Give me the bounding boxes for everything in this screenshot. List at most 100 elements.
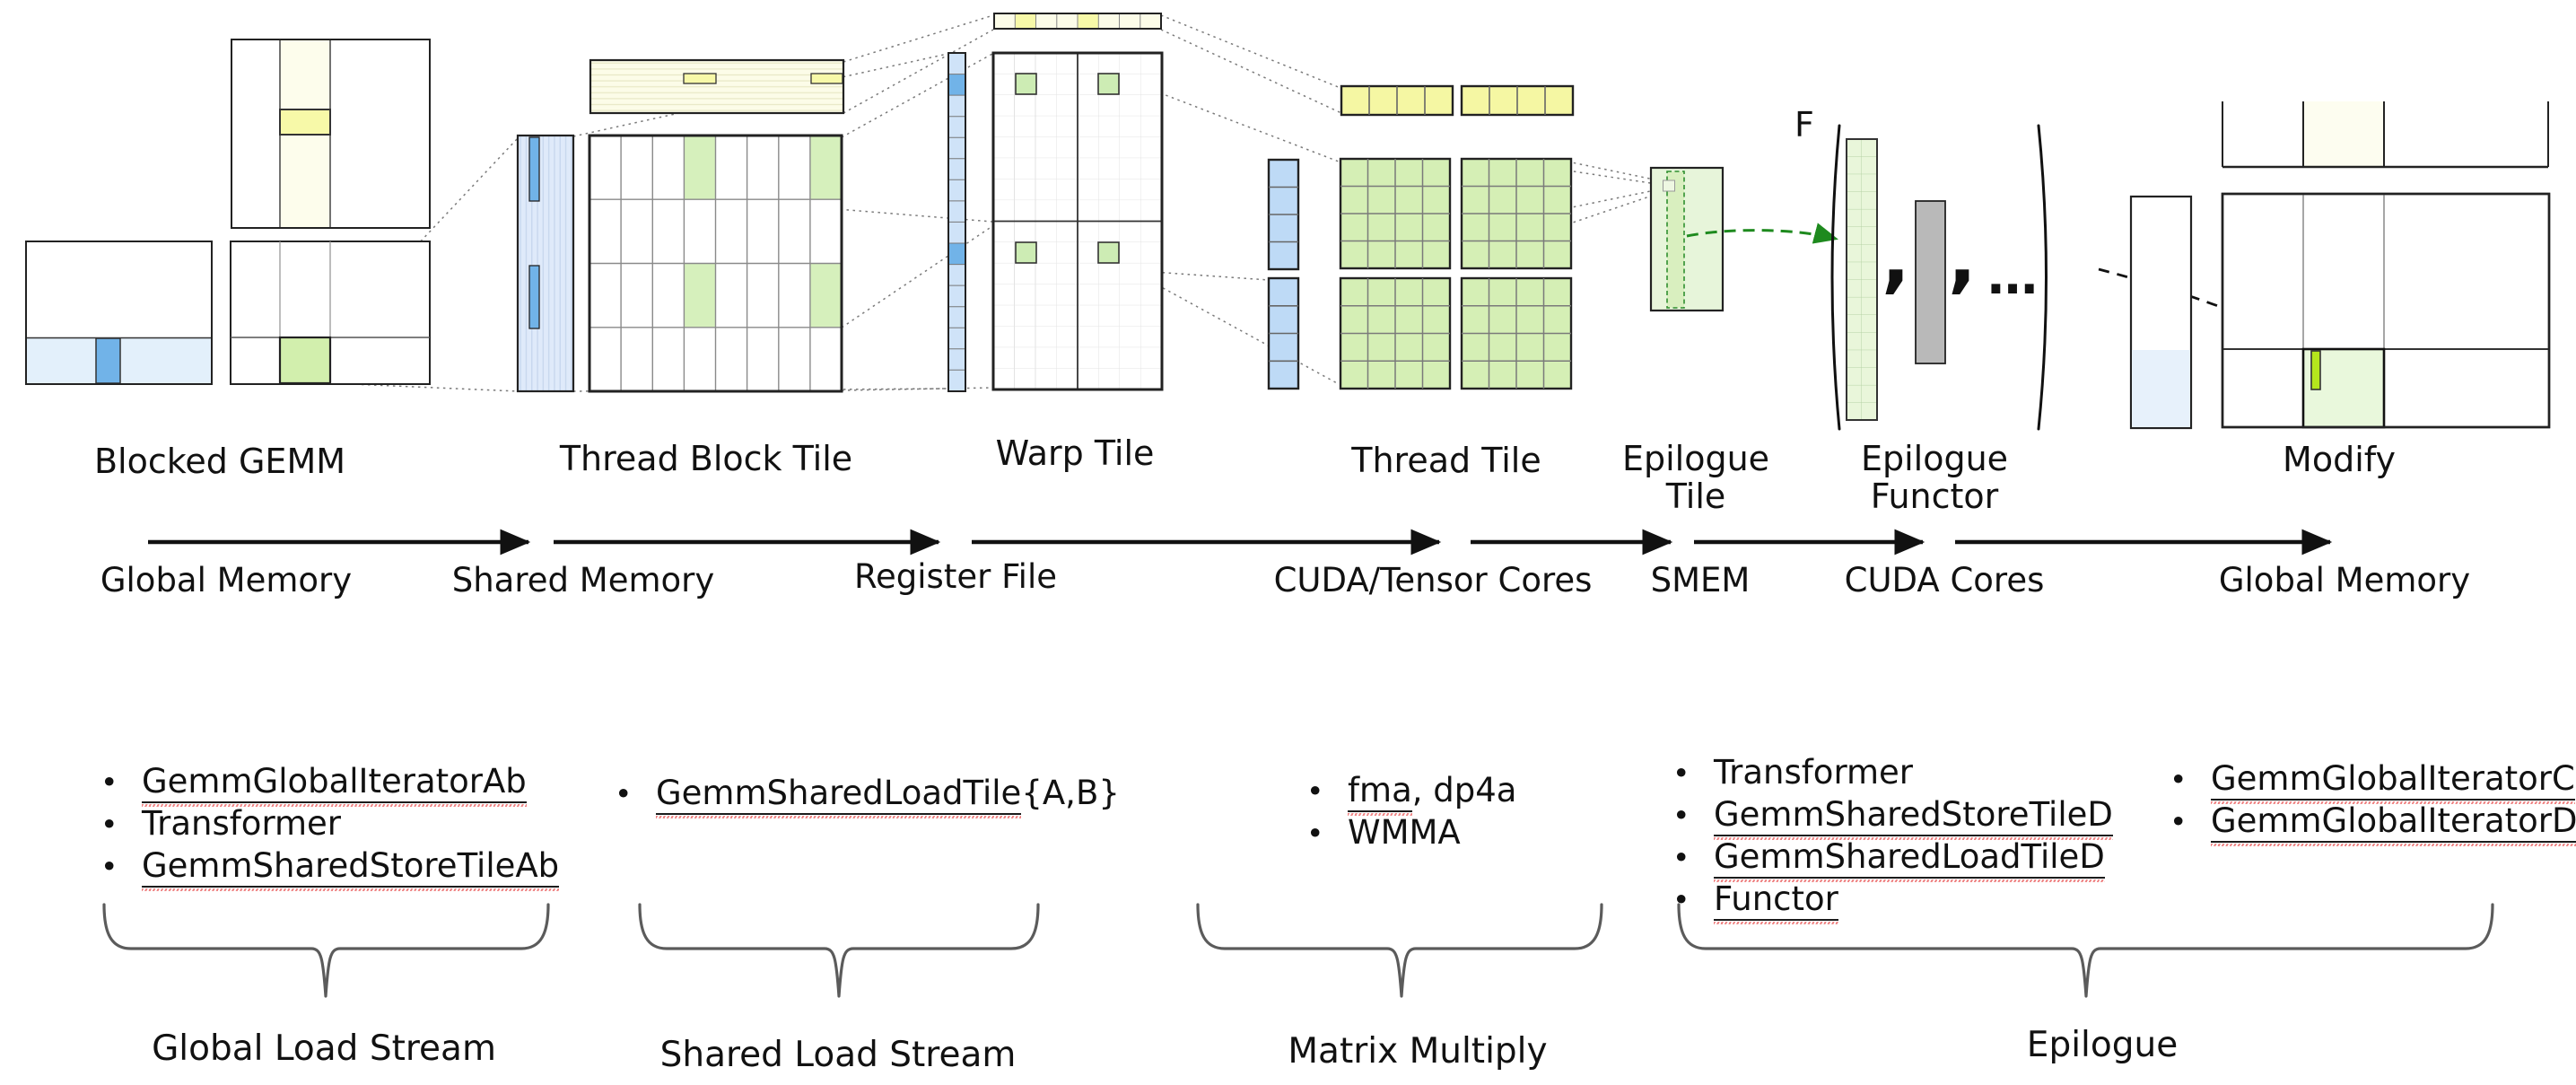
brace-label: Epilogue (2027, 1025, 2178, 1065)
grid-lines (589, 136, 842, 391)
label-epilogue-functor-line2: Functor (1871, 477, 1999, 516)
memory-label: Shared Memory (452, 561, 715, 599)
underlined-term: GemmGlobalIteratorC (2211, 759, 2575, 801)
list-item-text: GemmGlobalIteratorC (2211, 758, 2575, 801)
label-epilogue-tile-line1: Epilogue (1622, 439, 1769, 478)
matrix-a-block (95, 337, 121, 384)
epilogue-tile-diagram (1649, 166, 1725, 312)
memory-label: Global Memory (100, 561, 352, 599)
bullet-icon: • (1672, 798, 1690, 833)
list-item: • fma, dp4a (1306, 770, 1516, 812)
list-item: • GemmSharedStoreTileD (1672, 794, 2113, 836)
underlined-term: GemmGlobalIteratorD (2211, 801, 2576, 843)
list-item: • GemmSharedStoreTileAb (100, 845, 560, 888)
smem-b-fragment (683, 73, 717, 84)
label-thread-tile: Thread Tile (1350, 441, 1541, 480)
modify-written-fragment (2310, 350, 2321, 390)
underlined-term: GemmSharedStoreTileD (1714, 795, 2113, 836)
blocked-gemm-diagram (25, 39, 431, 385)
label-epilogue-functor-line1: Epilogue (1861, 439, 2008, 478)
list-item-text: GemmSharedStoreTileD (1714, 794, 2113, 836)
list-item-text: WMMA (1348, 812, 1461, 853)
list-item: • Transformer (1672, 752, 2113, 794)
memory-label: Global Memory (2219, 561, 2470, 599)
bullet-icon: • (1672, 840, 1690, 875)
bullet-icon: • (1672, 756, 1690, 791)
warp-accum-cell (1097, 73, 1120, 95)
warp-accum-cell (1015, 241, 1037, 264)
plain-term: Transformer (142, 804, 342, 843)
plain-term: , dp4a (1411, 771, 1517, 809)
memory-flow-labels: Global Memory Shared Memory Register Fil… (100, 557, 2470, 599)
label-blocked-gemm: Blocked GEMM (94, 442, 345, 481)
bullet-icon: • (100, 849, 118, 884)
bullet-icon: • (100, 765, 118, 800)
memory-label: CUDA Cores (1845, 561, 2045, 599)
functor-symbol: F (1794, 105, 1814, 144)
brace-labels: Global Load Stream Shared Load Stream Ma… (152, 1025, 2178, 1075)
plain-term: Transformer (1714, 753, 1914, 792)
memory-label: CUDA/Tensor Cores (1274, 561, 1593, 599)
list-item-text: GemmSharedLoadTile{A,B} (656, 773, 1120, 815)
underlined-term: GemmSharedStoreTileAb (142, 846, 560, 888)
modify-main-matrix (2221, 192, 2551, 429)
brace-label: Global Load Stream (152, 1028, 496, 1069)
list-item-text: Transformer (142, 803, 341, 844)
functor-ellipsis: ⋯ (1987, 260, 2041, 319)
underlined-term: Functor (1714, 879, 1838, 921)
bullet-icon: • (2170, 762, 2187, 797)
warp-tile-diagram (947, 13, 1164, 392)
warp-accum-cell (1015, 73, 1037, 95)
bullet-icon: • (2170, 804, 2187, 839)
brace-matrix-multiply (1196, 903, 1603, 998)
underlined-term: fma (1348, 771, 1412, 812)
modify-diagram (2129, 101, 2551, 430)
open-paren (1830, 124, 1841, 431)
list-item-text: GemmSharedLoadTileD (1714, 836, 2105, 879)
bullet-icon: • (615, 776, 633, 811)
label-warp-tile: Warp Tile (996, 433, 1155, 473)
label-thread-block-tile: Thread Block Tile (559, 439, 852, 478)
component-list-epilogue: • Transformer • GemmSharedStoreTileD • GemmSh… (1672, 752, 2113, 921)
thread-block-tile-diagram (516, 58, 845, 393)
close-paren (2037, 124, 2048, 431)
list-item: • Transformer (100, 803, 559, 845)
functor-arg-bar (1915, 200, 1946, 364)
matrix-b-block (279, 109, 331, 136)
epilogue-functor-arrow (1686, 223, 1838, 244)
memory-label: SMEM (1651, 561, 1751, 599)
functor-comma: , (1882, 214, 1910, 302)
modify-top-highlight-col (2303, 101, 2384, 167)
epilogue-tile-column (1666, 171, 1685, 309)
epilogue-tile (1649, 166, 1725, 312)
brace-label: Matrix Multiply (1288, 1031, 1547, 1072)
epilogue-tile-fragment (1663, 179, 1675, 192)
brace-label: Shared Load Stream (660, 1035, 1017, 1075)
modify-side-highlight (2132, 350, 2190, 427)
brace-global-load-stream (102, 903, 550, 998)
list-item: • GemmGlobalIteratorC (2170, 758, 2576, 801)
memory-label: Register File (854, 557, 1057, 596)
brace-shared-load-stream (638, 903, 1040, 998)
warp-accum-cell (1097, 241, 1120, 264)
smem-a-fragment (528, 265, 540, 329)
list-item: • WMMA (1306, 812, 1516, 854)
list-item-text: GemmSharedStoreTileAb (142, 845, 560, 888)
list-item: • GemmGlobalIteratorAb (100, 761, 559, 803)
component-list-global-store: • GemmGlobalIteratorC • GemmGlobalIteratorD (2170, 758, 2576, 843)
list-item-text: GemmGlobalIteratorAb (142, 761, 527, 803)
bullet-icon: • (1306, 816, 1324, 851)
list-item-text: GemmGlobalIteratorD (2211, 801, 2576, 843)
label-epilogue-tile-line2: Tile (1665, 477, 1726, 516)
underlined-term: GemmGlobalIteratorAb (142, 762, 527, 803)
plain-term: WMMA (1348, 813, 1461, 852)
epilogue-functor-diagram: F , , ⋯ (1794, 105, 2048, 431)
underlined-term: GemmSharedLoadTile (656, 774, 1022, 815)
list-item: • GemmGlobalIteratorD (2170, 801, 2576, 843)
plain-term: {A,B} (1021, 774, 1120, 812)
component-list-matrix-multiply: • fma, dp4a • WMMA (1306, 770, 1516, 854)
list-item-text: fma, dp4a (1348, 770, 1517, 812)
functor-comma: , (1948, 214, 1977, 302)
